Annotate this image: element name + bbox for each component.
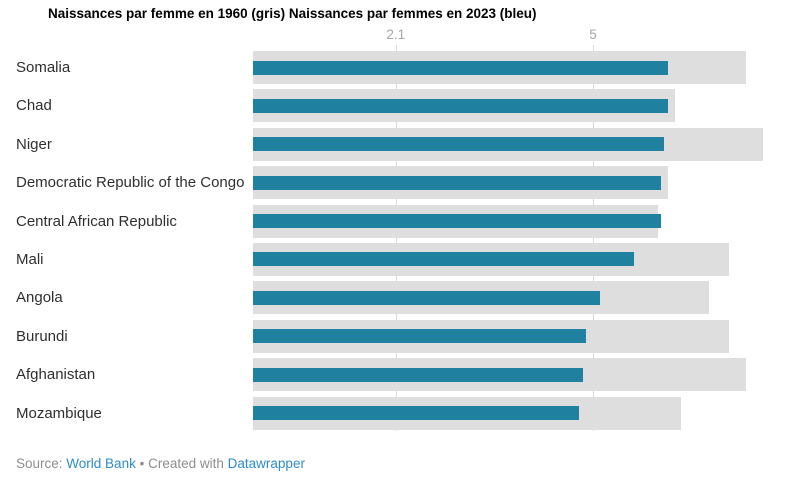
country-label: Niger <box>16 135 52 153</box>
chart-title: Naissances par femme en 1960 (gris) Nais… <box>48 6 537 21</box>
country-label: Central African Republic <box>16 212 177 230</box>
country-label: Somalia <box>16 59 71 76</box>
bar-2023 <box>253 252 634 267</box>
country-label: Burundi <box>16 327 68 345</box>
gridline <box>395 45 397 431</box>
bar-area <box>253 204 797 238</box>
bar-2023 <box>253 214 661 229</box>
chart-rows: Somalia Chad Niger Democratic Republic of t… <box>0 51 797 435</box>
chart-row: Angola <box>0 281 797 315</box>
country-label: Democratic Republic of the Congo <box>16 174 245 192</box>
datawrapper-link[interactable]: Datawrapper <box>227 456 305 471</box>
country-label: Afghanistan <box>16 366 96 384</box>
bar-2023 <box>253 175 661 190</box>
x-axis: 2.1 5 <box>0 27 797 43</box>
bar-2023 <box>253 329 587 344</box>
chart-row: Somalia <box>0 51 797 84</box>
bar-area <box>253 319 797 353</box>
bar-area <box>253 242 797 276</box>
bar-area <box>253 51 797 84</box>
bar-2023 <box>253 98 668 113</box>
source-label: Source: <box>16 456 63 471</box>
country-label: Angola <box>16 289 63 307</box>
country-label: Mali <box>16 250 44 268</box>
bar-area <box>253 281 797 315</box>
bar-area <box>253 358 797 392</box>
gridline <box>593 45 594 431</box>
chart-row: Burundi <box>0 319 797 353</box>
chart-row: Mali <box>0 242 797 276</box>
bar-area <box>253 396 797 430</box>
country-label: Chad <box>16 97 52 115</box>
footer-separator: • <box>139 456 145 471</box>
gridlines <box>0 45 797 431</box>
bar-area <box>253 127 797 161</box>
chart-row: Niger <box>0 127 797 161</box>
chart-row: Chad <box>0 89 797 123</box>
footer: Source: World Bank • Created with Datawr… <box>16 456 305 471</box>
bar-area <box>253 89 797 123</box>
bar-2023 <box>253 367 583 382</box>
chart-row: Afghanistan <box>0 358 797 392</box>
x-axis-tick-label: 5 <box>589 27 597 42</box>
source-link[interactable]: World Bank <box>66 456 136 471</box>
x-axis-tick-label: 2.1 <box>386 27 406 42</box>
bar-2023 <box>253 60 668 75</box>
chart-row: Mozambique <box>0 396 797 430</box>
created-with-label: Created with <box>148 456 224 471</box>
bar-2023 <box>253 406 580 421</box>
country-label: Mozambique <box>16 404 102 422</box>
chart-row: Democratic Republic of the Congo <box>0 166 797 200</box>
bar-2023 <box>253 137 665 152</box>
chart-row: Central African Republic <box>0 204 797 238</box>
bar-area <box>253 166 797 200</box>
bar-2023 <box>253 290 600 305</box>
